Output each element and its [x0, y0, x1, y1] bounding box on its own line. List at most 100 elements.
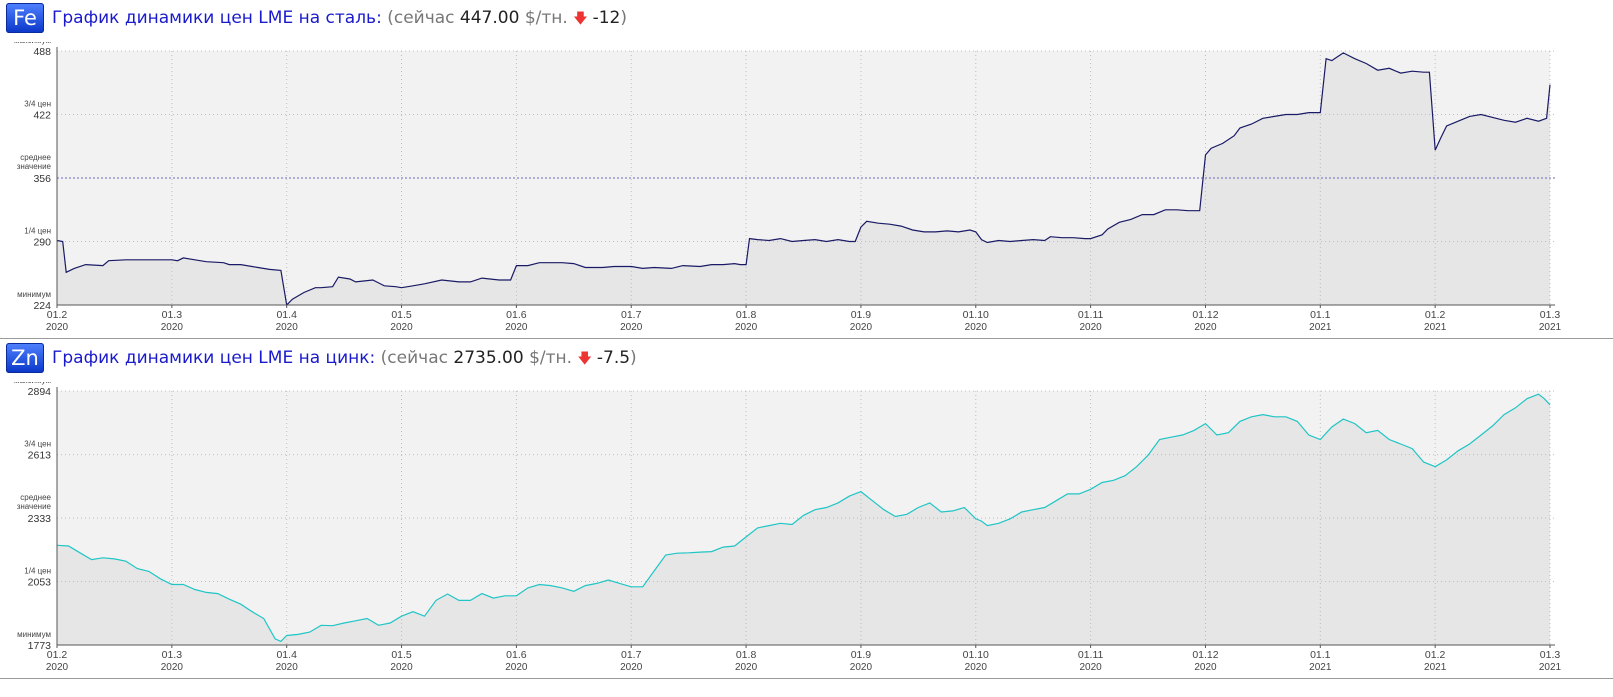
y-tick-label: минимум: [17, 630, 51, 639]
x-tick-year: 2020: [161, 662, 184, 673]
x-tick-label: 01.7: [621, 309, 642, 321]
x-tick-year: 2020: [46, 322, 69, 333]
steel-panel: Fe График динамики цен LME на сталь: (се…: [0, 0, 1613, 340]
x-tick-year: 2020: [46, 662, 69, 673]
y-tick-label: минимум: [17, 290, 51, 299]
x-tick-year: 2020: [276, 662, 299, 673]
x-tick-label: 01.5: [391, 309, 412, 321]
y-tick-label: среднее: [20, 153, 51, 162]
y-tick-value: 290: [33, 237, 51, 249]
y-tick-value: 2894: [28, 386, 52, 398]
x-tick-year: 2020: [276, 322, 299, 333]
x-tick-label: 01.7: [621, 649, 642, 661]
x-tick-year: 2020: [735, 662, 758, 673]
x-tick-label: 01.10: [963, 309, 989, 321]
chart-title[interactable]: График динамики цен LME на сталь:: [52, 8, 382, 28]
x-tick-year: 2020: [620, 322, 643, 333]
x-tick-year: 2020: [1079, 322, 1102, 333]
x-tick-label: 01.3: [162, 649, 183, 661]
y-tick-value: 2613: [28, 450, 52, 462]
y-tick-label: среднее: [20, 493, 51, 502]
x-tick-year: 2020: [161, 322, 184, 333]
x-tick-label: 01.2: [47, 649, 68, 661]
x-tick-label: 01.2: [1425, 649, 1446, 661]
y-tick-value: 488: [33, 46, 51, 58]
panel-divider: [0, 338, 1613, 339]
x-tick-year: 2021: [1539, 322, 1562, 333]
x-tick-label: 01.9: [851, 649, 872, 661]
x-tick-label: 01.2: [47, 309, 68, 321]
x-tick-label: 01.11: [1078, 649, 1104, 661]
x-tick-label: 01.10: [963, 649, 989, 661]
y-tick-value: 422: [33, 110, 51, 122]
area-fill: [57, 394, 1550, 645]
x-tick-year: 2020: [1194, 662, 1217, 673]
x-tick-year: 2021: [1309, 322, 1332, 333]
y-tick-value: 224: [33, 300, 51, 312]
x-tick-year: 2021: [1424, 322, 1447, 333]
x-tick-label: 01.3: [162, 309, 183, 321]
price-change: -12: [592, 8, 621, 28]
y-tick-label: максимум: [14, 42, 51, 45]
y-tick-label: 1/4 цен: [24, 227, 51, 236]
x-tick-label: 01.1: [1310, 309, 1331, 321]
status-suffix: ): [630, 348, 637, 368]
status-prefix: (сейчас: [387, 8, 455, 28]
price-line: [56, 393, 1551, 643]
y-tick-value: 2333: [28, 513, 52, 525]
current-price: 2735.00: [453, 348, 524, 368]
x-tick-label: 01.12: [1192, 309, 1218, 321]
x-tick-label: 01.5: [391, 649, 412, 661]
y-tick-label: максимум: [14, 382, 51, 385]
x-tick-label: 01.11: [1078, 309, 1104, 321]
x-tick-year: 2021: [1309, 662, 1332, 673]
x-tick-year: 2020: [505, 662, 528, 673]
y-tick-value: 2053: [28, 577, 52, 589]
current-price: 447.00: [459, 8, 520, 28]
chart-title[interactable]: График динамики цен LME на цинк:: [52, 348, 376, 368]
x-tick-year: 2020: [965, 662, 988, 673]
area-fill: [57, 52, 1550, 306]
x-tick-year: 2020: [620, 662, 643, 673]
zinc-panel: Zn График динамики цен LME на цинк: (сей…: [0, 340, 1613, 680]
x-tick-year: 2020: [390, 322, 413, 333]
x-tick-year: 2020: [735, 322, 758, 333]
y-tick-label: 3/4 цен: [24, 440, 51, 449]
x-tick-label: 01.3: [1540, 309, 1561, 321]
chart-heading-steel: График динамики цен LME на сталь: (сейча…: [52, 8, 627, 32]
x-tick-year: 2020: [850, 662, 873, 673]
symbol-badge-zn: Zn: [6, 343, 44, 373]
x-tick-label: 01.9: [851, 309, 872, 321]
x-tick-label: 01.6: [506, 309, 527, 321]
y-tick-label: значение: [17, 502, 52, 511]
x-tick-year: 2020: [1194, 322, 1217, 333]
x-tick-year: 2020: [505, 322, 528, 333]
x-tick-label: 01.8: [736, 649, 757, 661]
x-tick-year: 2021: [1539, 662, 1562, 673]
price-unit: $/тн.: [529, 348, 573, 368]
y-tick-value: 356: [33, 173, 51, 185]
y-tick-label: значение: [17, 162, 52, 171]
x-tick-year: 2020: [965, 322, 988, 333]
x-tick-year: 2021: [1424, 662, 1447, 673]
chart-heading-zinc: График динамики цен LME на цинк: (сейчас…: [52, 348, 637, 372]
status-suffix: ): [620, 8, 628, 28]
x-tick-label: 01.4: [276, 649, 297, 661]
x-tick-label: 01.1: [1310, 649, 1331, 661]
arrow-down-icon: 🡇: [573, 11, 588, 27]
panel-divider: [0, 678, 1613, 679]
arrow-down-icon: 🡇: [577, 351, 592, 367]
x-tick-label: 01.3: [1540, 649, 1561, 661]
y-tick-value: 1773: [28, 640, 52, 652]
symbol-badge-fe: Fe: [6, 3, 44, 33]
price-unit: $/тн.: [524, 8, 568, 28]
x-tick-year: 2020: [390, 662, 413, 673]
x-tick-label: 01.12: [1192, 649, 1218, 661]
x-tick-label: 01.2: [1425, 309, 1446, 321]
x-tick-year: 2020: [1079, 662, 1102, 673]
x-tick-label: 01.6: [506, 649, 527, 661]
x-tick-label: 01.4: [276, 309, 297, 321]
price-line: [56, 52, 1551, 307]
